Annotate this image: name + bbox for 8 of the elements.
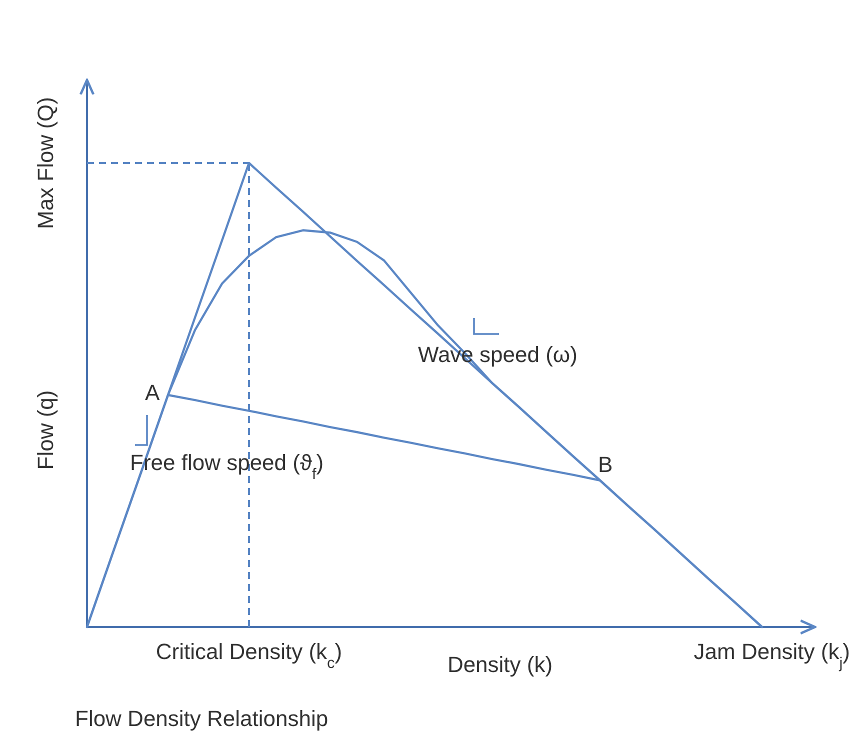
x-axis-title: Density (k) — [447, 652, 553, 677]
text: Critical Density (k$_{c}$) — [156, 639, 342, 672]
y-axis-title: Flow (q) — [33, 390, 58, 470]
annotation: A — [145, 380, 160, 405]
text: Flow Density Relationship — [75, 706, 328, 731]
annotation: B — [598, 452, 613, 477]
text: Jam Density (k$_{j}$) — [694, 639, 850, 672]
ref-line-label: Max Flow (Q) — [33, 97, 58, 229]
